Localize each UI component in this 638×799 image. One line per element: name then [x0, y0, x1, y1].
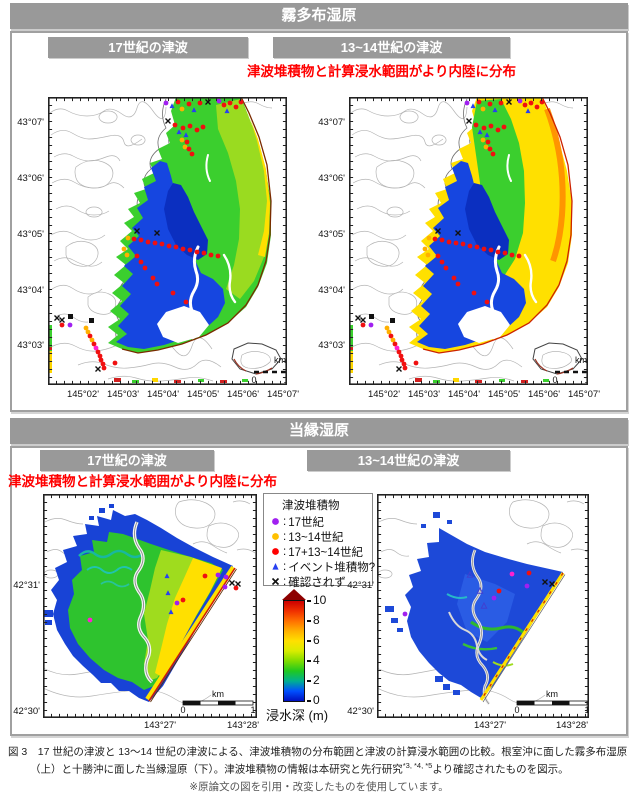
colorbar-arrow [282, 589, 306, 600]
purple-circle-icon [272, 518, 279, 525]
x-tick: 145°03' [106, 389, 140, 400]
y-tick: 43°04' [17, 285, 44, 296]
figure-caption-note: ※原論文の図を引用・改変したものを使用しています。 [189, 781, 449, 793]
y-tick: 43°06' [318, 173, 345, 184]
figure-caption-line1: 図 3 17 世紀の津波と 13〜14 世紀の津波による、津波堆積物の分布範囲と… [8, 746, 628, 758]
blue-triangle-icon [272, 563, 279, 570]
red-circle-icon [272, 548, 279, 555]
section2-title-bar: 当縁湿原 [10, 418, 628, 444]
x-tick: 145°07' [266, 389, 300, 400]
x-tick: 143°28' [226, 720, 260, 731]
x-tick: 143°28' [555, 720, 589, 731]
x-tick: 143°27' [143, 720, 177, 731]
y-tick: 43°05' [318, 229, 345, 240]
section1-title: 霧多布湿原 [281, 7, 357, 24]
map-kiritappu-17c [47, 96, 290, 390]
panel1-left-subtitle: 17世紀の津波 [108, 40, 188, 55]
legend-label: 17世紀 [288, 516, 324, 529]
map-tobuchi-17c [42, 493, 258, 723]
x-mark-icon [271, 577, 280, 586]
colorbar-tick: 6 [307, 633, 320, 647]
panel2-right-subtitle-bar: 13~14世紀の津波 [307, 450, 510, 471]
colorbar-tick: 2 [307, 673, 320, 687]
legend-title: 津波堆積物 [282, 500, 340, 512]
panel1-right-subtitle-bar: 13~14世紀の津波 [273, 37, 510, 58]
x-tick: 143°27' [473, 720, 507, 731]
legend-label: 13~14世紀 [288, 531, 344, 544]
yellow-circle-icon [272, 533, 279, 540]
colorbar-tick: 8 [307, 613, 320, 627]
x-tick: 145°06' [226, 389, 260, 400]
legend-item: : 17+13~14世紀 [270, 544, 368, 559]
y-tick: 43°06' [17, 173, 44, 184]
panel2-left-annotation: 津波堆積物と計算浸水範囲がより内陸に分布 [8, 474, 278, 489]
colorbar-tick: 10 [307, 593, 326, 607]
legend-label: 17+13~14世紀 [288, 546, 364, 559]
colorbar-tick: 0 [307, 693, 320, 707]
map-kiritappu-13-14c [348, 96, 591, 390]
figure-caption-line2: （上）と十勝沖に面した当縁湿原（下）。津波堆積物の情報は本研究と先行研究*3, … [30, 761, 569, 776]
y-tick: 42°30' [13, 706, 40, 717]
legend-item: : 17世紀 [270, 514, 368, 529]
x-tick: 145°02' [66, 389, 100, 400]
x-tick: 145°05' [487, 389, 521, 400]
reference-superscript: *3, *4, *5 [402, 761, 433, 770]
y-tick: 43°03' [17, 340, 44, 351]
inundation-colorbar [283, 600, 305, 702]
legend-label: イベント堆積物? [288, 561, 376, 574]
x-tick: 145°02' [367, 389, 401, 400]
legend-label: 確認されず [288, 576, 346, 589]
panel2-left-subtitle: 17世紀の津波 [87, 453, 167, 468]
section2-title: 当縁湿原 [288, 422, 349, 439]
x-tick: 145°06' [527, 389, 561, 400]
panel1-right-subtitle: 13~14世紀の津波 [340, 40, 443, 55]
map-tobuchi-13-14c [376, 493, 591, 723]
y-tick: 43°07' [318, 117, 345, 128]
x-tick: 145°03' [407, 389, 441, 400]
y-tick: 43°07' [17, 117, 44, 128]
x-tick: 145°04' [146, 389, 180, 400]
panel2-left-subtitle-bar: 17世紀の津波 [40, 450, 214, 471]
colorbar-label: 浸水深 (m) [265, 708, 329, 723]
x-tick: 145°04' [447, 389, 481, 400]
colorbar-tick: 4 [307, 653, 320, 667]
y-tick: 43°03' [318, 340, 345, 351]
y-tick: 42°30' [347, 706, 374, 717]
y-tick: 42°31' [13, 580, 40, 591]
legend-item: : 確認されず [270, 574, 368, 589]
y-tick: 43°04' [318, 285, 345, 296]
x-tick: 145°07' [567, 389, 601, 400]
panel1-right-annotation: 津波堆積物と計算浸水範囲がより内陸に分布 [246, 64, 516, 79]
deposit-legend: 津波堆積物 : 17世紀 : 13~14世紀 : 17+13~14世紀 : イベ… [263, 493, 375, 589]
y-tick: 43°05' [17, 229, 44, 240]
legend-item: : イベント堆積物? [270, 559, 375, 574]
section1-title-bar: 霧多布湿原 [10, 3, 628, 29]
panel1-left-subtitle-bar: 17世紀の津波 [48, 37, 248, 58]
legend-item: : 13~14世紀 [270, 529, 368, 544]
y-tick: 42°31' [347, 580, 374, 591]
panel2-right-subtitle: 13~14世紀の津波 [357, 453, 460, 468]
x-tick: 145°05' [186, 389, 220, 400]
